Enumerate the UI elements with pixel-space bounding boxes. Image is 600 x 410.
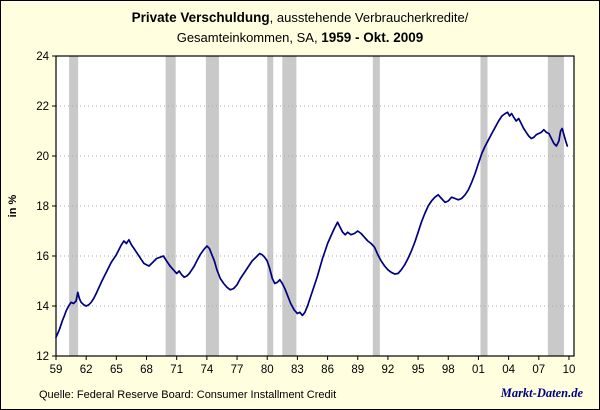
y-tick-label: 12 [36, 351, 49, 363]
x-tick-label: 77 [231, 364, 244, 376]
x-tick-label: 86 [321, 364, 334, 376]
x-tick-label: 01 [472, 364, 485, 376]
x-tick-label: 62 [80, 364, 93, 376]
x-tick-label: 07 [532, 364, 545, 376]
x-tick-label: 04 [502, 364, 515, 376]
y-tick-label: 22 [36, 101, 49, 113]
y-tick-label: 16 [36, 251, 49, 263]
recession-band [547, 56, 564, 356]
title-main: Private Verschuldung [131, 10, 270, 25]
recession-band [165, 56, 176, 356]
recession-band [282, 56, 297, 356]
data-line [55, 111, 569, 339]
title-sub1: , ausstehende Verbraucherkredite/ [269, 10, 469, 25]
x-tick-label: 98 [442, 364, 455, 376]
x-tick-label: 68 [140, 364, 153, 376]
x-tick-label: 83 [291, 364, 304, 376]
x-tick-label: 74 [200, 364, 213, 376]
title-daterange: 1959 - Okt. 2009 [321, 30, 424, 45]
recession-band [267, 56, 274, 356]
x-tick-label: 71 [170, 364, 183, 376]
y-tick-label: 20 [36, 151, 49, 163]
x-tick-label: 80 [261, 364, 274, 376]
plot-background [56, 56, 574, 356]
plot-svg: 12 14 16 18 20 22 24 59 62 65 68 71 74 77 80 83 86 89 92 95… [7, 51, 576, 376]
x-tick-label: 95 [412, 364, 425, 376]
chart-title-line1: Private Verschuldung, ausstehende Verbra… [1, 8, 599, 28]
y-axis-label: in % [7, 194, 19, 217]
recession-band [480, 56, 488, 356]
x-tick-label: 65 [110, 364, 123, 376]
x-tick-label: 92 [382, 364, 395, 376]
recession-band [69, 56, 79, 356]
x-tick-label: 89 [351, 364, 364, 376]
x-tick-label: 10 [563, 364, 576, 376]
y-tick-label: 24 [36, 51, 49, 63]
y-tick-label: 14 [36, 301, 49, 313]
y-tick-label: 18 [36, 201, 49, 213]
brand-watermark: Markt-Daten.de [500, 386, 583, 400]
x-tick-label: 59 [50, 364, 63, 376]
chart-title: Private Verschuldung, ausstehende Verbra… [1, 8, 599, 48]
title-sub2: Gesamteinkommen, SA, [176, 30, 322, 45]
source-note: Quelle: Federal Reserve Board: Consumer … [39, 389, 337, 401]
chart-title-line2: Gesamteinkommen, SA, 1959 - Okt. 2009 [1, 28, 599, 48]
